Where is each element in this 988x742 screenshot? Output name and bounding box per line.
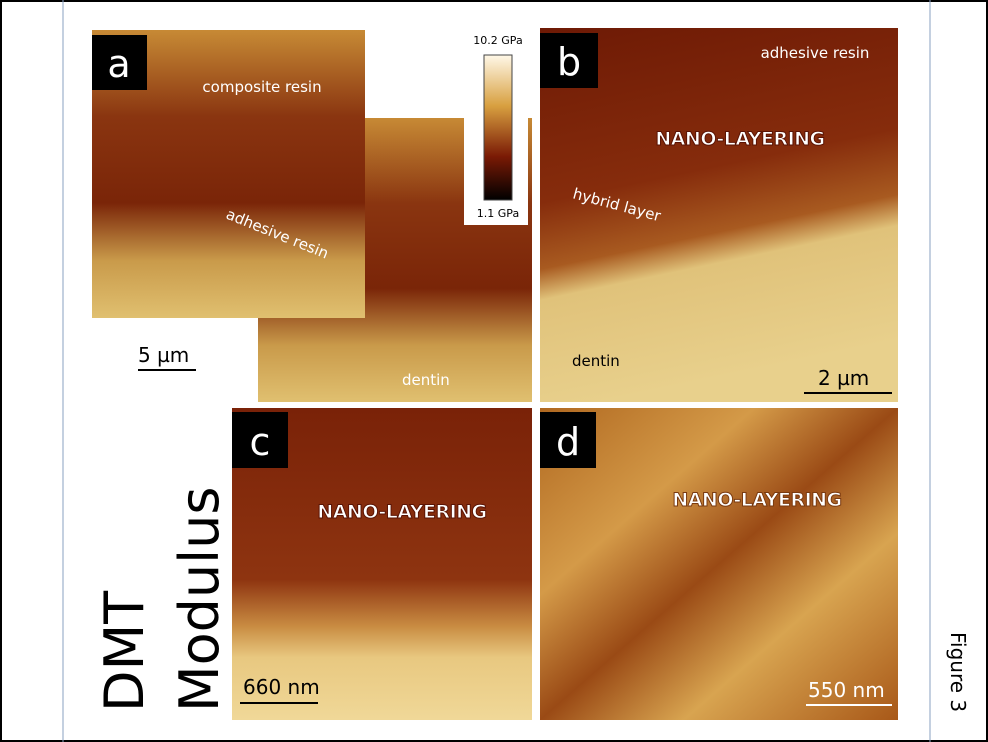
region-label: dentin [572, 352, 620, 370]
colorbar-max: 10.2 GPa [473, 34, 522, 47]
region-label: adhesive resin [761, 44, 870, 62]
region-label: dentin [402, 371, 450, 389]
scale-bar-label: 2 µm [818, 366, 869, 390]
nano-layering-label: NANO-LAYERING [317, 501, 486, 523]
panel-label: b [557, 40, 581, 84]
region-label: composite resin [202, 78, 321, 96]
side-label: DMT [93, 590, 156, 712]
colorbar [484, 55, 512, 200]
panel-label: a [107, 42, 130, 86]
nano-layering-label: NANO-LAYERING [672, 489, 841, 511]
figure: a composite resin adhesive resin dentin … [0, 0, 988, 742]
scale-bar-label: 5 µm [138, 343, 189, 367]
figure-label: Figure 3 [946, 632, 970, 712]
side-label: Modulus [168, 487, 231, 713]
scale-bar-label: 550 nm [808, 678, 885, 702]
panel-label: d [556, 420, 580, 464]
panel-label: c [250, 420, 271, 464]
colorbar-min: 1.1 GPa [477, 207, 519, 220]
nano-layering-label: NANO-LAYERING [655, 128, 824, 150]
scale-bar-label: 660 nm [243, 675, 320, 699]
